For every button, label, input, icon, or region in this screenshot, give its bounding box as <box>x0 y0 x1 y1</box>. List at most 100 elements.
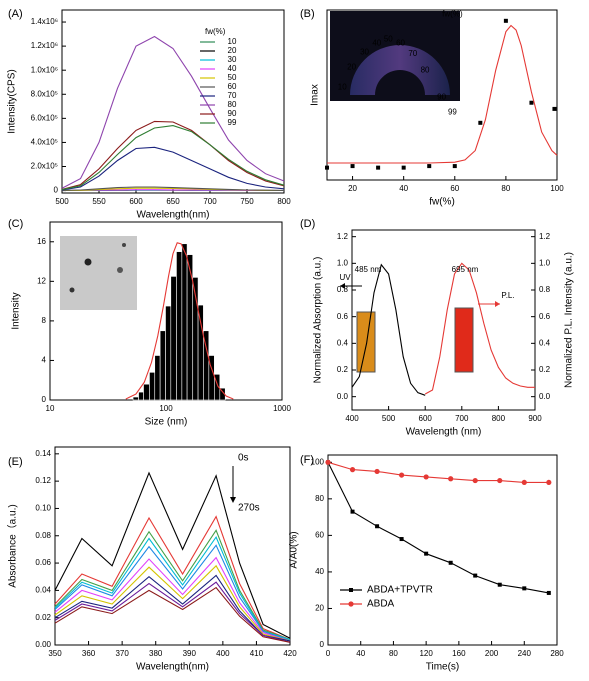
tem-inset <box>60 236 137 310</box>
y-tick-label: 0.00 <box>35 640 51 649</box>
marker <box>448 476 454 482</box>
x-tick-label: 600 <box>129 197 143 206</box>
y-tick-label: 0.0 <box>337 392 349 401</box>
annotation: 80 <box>421 65 430 74</box>
x-tick-label: 600 <box>419 414 433 423</box>
series-line <box>424 262 535 395</box>
legend-marker <box>349 588 353 592</box>
histogram-bar <box>159 330 166 401</box>
annotation: P.L. <box>501 291 514 300</box>
legend-label: 70 <box>228 91 237 100</box>
x-axis-label: fw(%) <box>429 197 455 208</box>
annotation: UV <box>339 273 351 282</box>
marker <box>427 164 432 169</box>
marker <box>452 164 457 169</box>
marker <box>503 18 508 23</box>
series-line <box>54 581 291 643</box>
x-tick-label: 900 <box>528 414 542 423</box>
x-axis-label: Time(s) <box>426 662 460 673</box>
y-tick-label: 4.0x10⁵ <box>31 138 58 147</box>
y-tick-label: 0.10 <box>35 504 51 513</box>
x-tick-label: 100 <box>550 184 564 193</box>
particle <box>122 243 126 247</box>
y-tick-label: 0.6 <box>337 312 349 321</box>
y-tick-label: 1.2x10⁶ <box>31 41 58 50</box>
y-tick-label: 8.0x10⁵ <box>31 89 58 98</box>
series-line <box>61 146 285 191</box>
histogram-bar <box>176 251 183 401</box>
marker <box>374 468 380 475</box>
series-line <box>61 186 285 192</box>
series-line <box>54 515 291 641</box>
y-tick-label: 0 <box>42 395 47 404</box>
marker <box>423 474 429 480</box>
annotation: 60 <box>396 38 405 47</box>
y-tick-label: 1.2 <box>539 232 551 241</box>
y-tick-label: 8 <box>42 316 47 325</box>
y-tick-label: 1.0 <box>539 258 551 267</box>
x-tick-label: 500 <box>382 414 396 423</box>
marker <box>552 106 557 111</box>
series-line <box>54 574 291 642</box>
y-tick-label: 0.8 <box>539 285 551 294</box>
legend-label: 99 <box>228 118 237 127</box>
annotation: 99 <box>448 108 457 117</box>
annotation: 40 <box>372 38 381 47</box>
x-tick-label: 120 <box>419 649 433 658</box>
y-tick-label: 0 <box>54 186 59 195</box>
arrow-head <box>495 301 500 307</box>
series-line <box>54 544 291 642</box>
panel-label: (D) <box>300 218 315 230</box>
annotation: 485 nm <box>355 265 382 274</box>
arrow-head <box>230 497 236 503</box>
legend-label: ABDA <box>367 599 395 610</box>
x-tick-label: 650 <box>166 197 180 206</box>
x-tick-label: 200 <box>485 649 499 658</box>
annotation: 30 <box>360 47 369 56</box>
y-tick-label: 0.06 <box>35 558 51 567</box>
legend-label: 80 <box>228 100 237 109</box>
particle <box>117 267 123 273</box>
marker <box>350 509 355 514</box>
y-tick-label: 1.0 <box>337 258 349 267</box>
marker <box>448 560 453 565</box>
histogram-bar <box>181 243 188 401</box>
annotation: 50 <box>384 35 393 44</box>
marker <box>472 477 478 484</box>
vial-fan <box>350 45 450 95</box>
y-axis-label: Intensity <box>11 292 22 329</box>
annotation: fw(%) <box>442 10 463 19</box>
y-tick-label: 1.4x10⁶ <box>31 17 58 26</box>
arrow-head <box>340 283 345 289</box>
marker <box>375 524 380 529</box>
marker <box>497 477 503 484</box>
legend-label: 50 <box>228 73 237 82</box>
x-tick-label: 400 <box>216 649 230 658</box>
panel-label: (C) <box>8 218 23 230</box>
annotation: 0s <box>238 453 249 464</box>
x-tick-label: 350 <box>48 649 62 658</box>
annotation: 90 <box>437 92 446 101</box>
series-line <box>61 120 285 190</box>
annotation: 270s <box>238 503 260 514</box>
legend-label: ABDA+TPVTR <box>367 585 433 596</box>
y-tick-label: 12 <box>37 276 46 285</box>
marker <box>478 120 483 125</box>
y-tick-label: 20 <box>315 604 324 613</box>
y-tick-label: 0.4 <box>539 338 551 347</box>
x-tick-label: 1000 <box>273 404 291 413</box>
histogram-bar <box>165 305 172 401</box>
series-line <box>54 556 291 642</box>
histogram-bar <box>219 387 226 401</box>
y-tick-label: 0.6 <box>539 312 551 321</box>
series-line <box>54 564 291 642</box>
y-tick-label: 0.8 <box>337 285 349 294</box>
marker <box>401 165 406 170</box>
x-tick-label: 240 <box>518 649 532 658</box>
legend-label: 60 <box>228 82 237 91</box>
x-tick-label: 700 <box>203 197 217 206</box>
annotation: 70 <box>408 49 417 58</box>
x-tick-label: 80 <box>389 649 398 658</box>
marker <box>473 573 478 578</box>
